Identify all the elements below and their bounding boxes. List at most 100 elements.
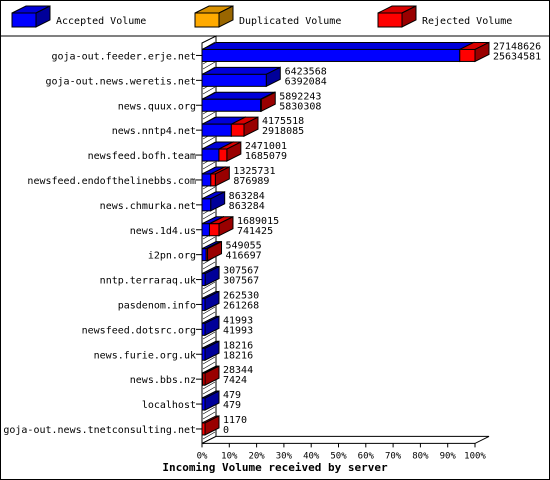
value-label-accepted-5: 1685079 [245,151,287,162]
bar-rejected-8 [208,215,234,237]
bar-accepted-15 [201,390,220,411]
bar-accepted-10 [201,265,220,287]
category-label-6: newsfeed.endofthelinebbs.com [27,176,196,187]
wall-hatch [202,61,216,70]
category-label-14: news.bbs.nz [130,375,196,386]
bar-accepted-12 [201,315,220,337]
value-label-total-16: 1170 [223,415,247,426]
x-tick-label-4: 40% [303,451,320,461]
bar-rejected-6 [210,166,230,187]
x-tick-label-2: 20% [248,451,265,461]
bar-accepted-2 [201,66,281,88]
bar-rejected-4 [230,116,259,137]
category-label-11: pasdenom.info [118,300,196,311]
category-label-12: newsfeed.dotsrc.org [82,325,196,336]
value-label-total-7: 863284 [229,191,265,202]
value-label-total-11: 262530 [223,290,259,301]
bar-rejected-3 [260,91,276,113]
x-tick-label-5: 50% [330,451,347,461]
axis-floor [201,435,490,444]
wall-hatch [202,136,216,145]
value-label-total-13: 18216 [223,340,253,351]
value-label-accepted-4: 2918085 [262,126,304,137]
value-label-accepted-16: 0 [223,425,229,436]
value-label-total-12: 41993 [223,315,253,326]
value-label-total-1: 27148626 [493,41,541,52]
value-label-accepted-14: 7424 [223,375,247,386]
legend-swatch-2 [194,5,234,28]
category-label-2: goja-out.news.weretis.net [45,76,196,87]
value-label-accepted-11: 261268 [223,300,259,311]
category-label-3: news.quux.org [118,101,196,112]
bar-rejected-1 [459,41,490,63]
value-label-accepted-2: 6392084 [285,76,327,87]
x-tick-label-10: 100% [464,451,486,461]
bar-rejected-5 [218,141,242,162]
value-label-total-6: 1325731 [233,166,275,177]
wall-hatch [202,161,216,170]
value-label-accepted-7: 863284 [229,201,265,212]
value-label-accepted-9: 416697 [226,251,262,262]
wall-hatch [202,211,216,220]
value-label-total-3: 5892243 [279,91,321,102]
category-label-9: i2pn.org [148,251,196,262]
value-label-accepted-13: 18216 [223,350,253,361]
wall-hatch [202,306,216,315]
bar-accepted-11 [201,290,220,312]
value-label-accepted-8: 741425 [237,226,273,237]
category-label-4: news.nntp4.net [112,126,196,137]
value-label-accepted-1: 25634581 [493,51,541,62]
legend-swatch-1 [11,5,51,28]
x-tick-label-8: 80% [412,451,429,461]
bar-rejected-9 [205,240,223,262]
wall-hatch [202,411,216,420]
category-label-15: localhost [142,400,196,411]
wall-hatch [202,431,216,440]
bar-accepted-1 [201,41,475,63]
value-label-total-15: 479 [223,390,241,401]
category-label-1: goja-out.feeder.erje.net [52,51,197,62]
wall-hatch [202,311,216,320]
x-tick-label-7: 70% [385,451,402,461]
wall-hatch [202,386,216,395]
wall-hatch [202,186,216,195]
wall-hatch [202,361,216,370]
category-label-16: goja-out.news.tnetconsulting.net [3,425,196,436]
wall-hatch [202,111,216,120]
wall-hatch [202,86,216,95]
value-label-accepted-15: 479 [223,400,241,411]
wall-hatch [202,336,216,345]
legend-label-1: Accepted Volume [56,16,146,27]
value-label-total-9: 549055 [226,241,262,252]
value-label-accepted-12: 41993 [223,325,253,336]
legend-label-3: Rejected Volume [422,16,512,27]
wall-hatch [202,286,216,295]
value-label-total-5: 2471001 [245,141,287,152]
x-tick-label-9: 90% [440,451,457,461]
value-label-total-14: 28344 [223,365,253,376]
x-tick-label-0: 0% [197,451,208,461]
category-label-10: nntp.terraraq.uk [100,276,196,287]
category-label-8: news.1d4.us [130,226,196,237]
value-label-total-8: 1689015 [237,216,279,227]
category-label-5: newsfeed.bofh.team [88,151,196,162]
category-label-7: news.chmurka.net [100,201,196,212]
value-label-total-4: 4175518 [262,116,304,127]
value-label-accepted-3: 5830308 [279,101,321,112]
legend-swatch-3 [377,5,417,28]
legend-label-2: Duplicated Volume [239,16,341,27]
category-label-13: news.furie.org.uk [94,350,196,361]
x-axis-label: Incoming Volume received by server [162,461,388,474]
bar-rejected-16 [201,415,220,436]
value-label-total-2: 6423568 [285,66,327,77]
x-tick-label-6: 60% [358,451,375,461]
x-tick-label-3: 30% [276,451,293,461]
wall-hatch [202,281,216,290]
wall-hatch [202,261,216,270]
bar-accepted-7 [201,191,226,212]
x-tick-label-1: 10% [221,451,238,461]
bar-rejected-14 [202,365,220,386]
wall-hatch [202,331,216,340]
value-label-accepted-10: 307567 [223,276,259,287]
